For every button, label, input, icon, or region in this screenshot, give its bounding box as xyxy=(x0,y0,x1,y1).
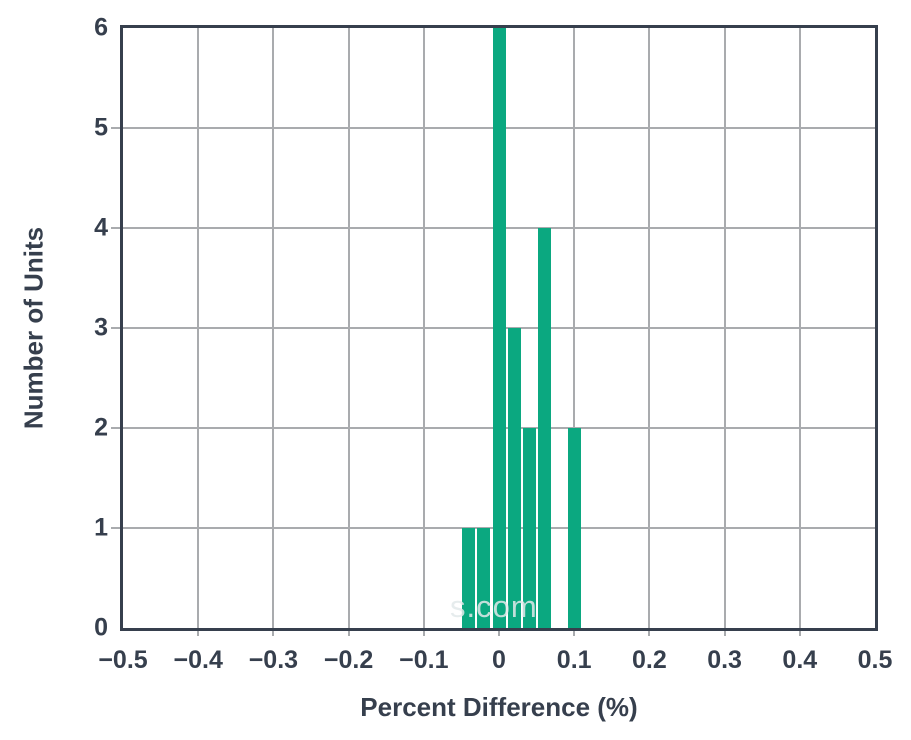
gridline-vertical xyxy=(422,28,425,628)
y-tick-mark xyxy=(111,127,120,129)
gridline-vertical xyxy=(347,28,350,628)
histogram-bar xyxy=(492,28,506,628)
x-tick-label: 0.5 xyxy=(857,646,893,674)
histogram-bar xyxy=(522,428,536,628)
y-tick-mark xyxy=(111,327,120,329)
x-tick-mark xyxy=(272,631,275,636)
x-tick-mark xyxy=(798,631,801,636)
y-axis-title: Number of Units xyxy=(18,226,49,430)
x-tick-label: −0.3 xyxy=(248,646,299,674)
x-tick-label: 0.1 xyxy=(556,646,592,674)
x-tick-mark xyxy=(422,631,425,636)
x-tick-label: 0 xyxy=(492,646,506,674)
x-tick-mark xyxy=(498,631,500,636)
gridline-vertical xyxy=(648,28,651,628)
x-tick-label: −0.5 xyxy=(98,646,148,674)
histogram-bar xyxy=(462,528,476,628)
x-tick-label: −0.2 xyxy=(323,646,374,674)
histogram-bar xyxy=(537,228,551,628)
watermark-text: s.com xyxy=(450,589,538,624)
x-tick-label: 0.4 xyxy=(782,646,818,674)
y-tick-mark xyxy=(111,527,120,529)
x-tick-mark xyxy=(347,631,350,636)
y-tick-label: 3 xyxy=(94,313,108,342)
y-tick-label: 6 xyxy=(94,13,108,42)
x-tick-mark xyxy=(648,631,651,636)
gridline-vertical xyxy=(573,28,576,628)
x-tick-mark xyxy=(723,631,726,636)
y-tick-mark xyxy=(111,227,120,229)
y-tick-label: 0 xyxy=(94,613,108,642)
gridline-vertical xyxy=(197,28,200,628)
y-tick-mark xyxy=(111,427,120,429)
y-tick-label: 2 xyxy=(94,413,108,442)
histogram-bar xyxy=(507,328,521,628)
x-tick-label: −0.1 xyxy=(399,646,449,674)
histogram-bar xyxy=(567,428,581,628)
gridline-vertical xyxy=(272,28,275,628)
y-tick-label: 1 xyxy=(94,513,108,542)
y-tick-label: 4 xyxy=(94,213,108,242)
x-tick-mark xyxy=(197,631,200,636)
x-tick-label: 0.3 xyxy=(707,646,742,674)
x-axis-title: Percent Difference (%) xyxy=(360,692,638,722)
gridline-vertical xyxy=(723,28,726,628)
gridline-vertical xyxy=(798,28,801,628)
histogram-bar xyxy=(477,528,491,628)
x-tick-label: −0.4 xyxy=(173,646,223,674)
x-tick-mark xyxy=(573,631,576,636)
y-tick-label: 5 xyxy=(94,113,108,142)
x-tick-label: 0.2 xyxy=(632,646,667,674)
